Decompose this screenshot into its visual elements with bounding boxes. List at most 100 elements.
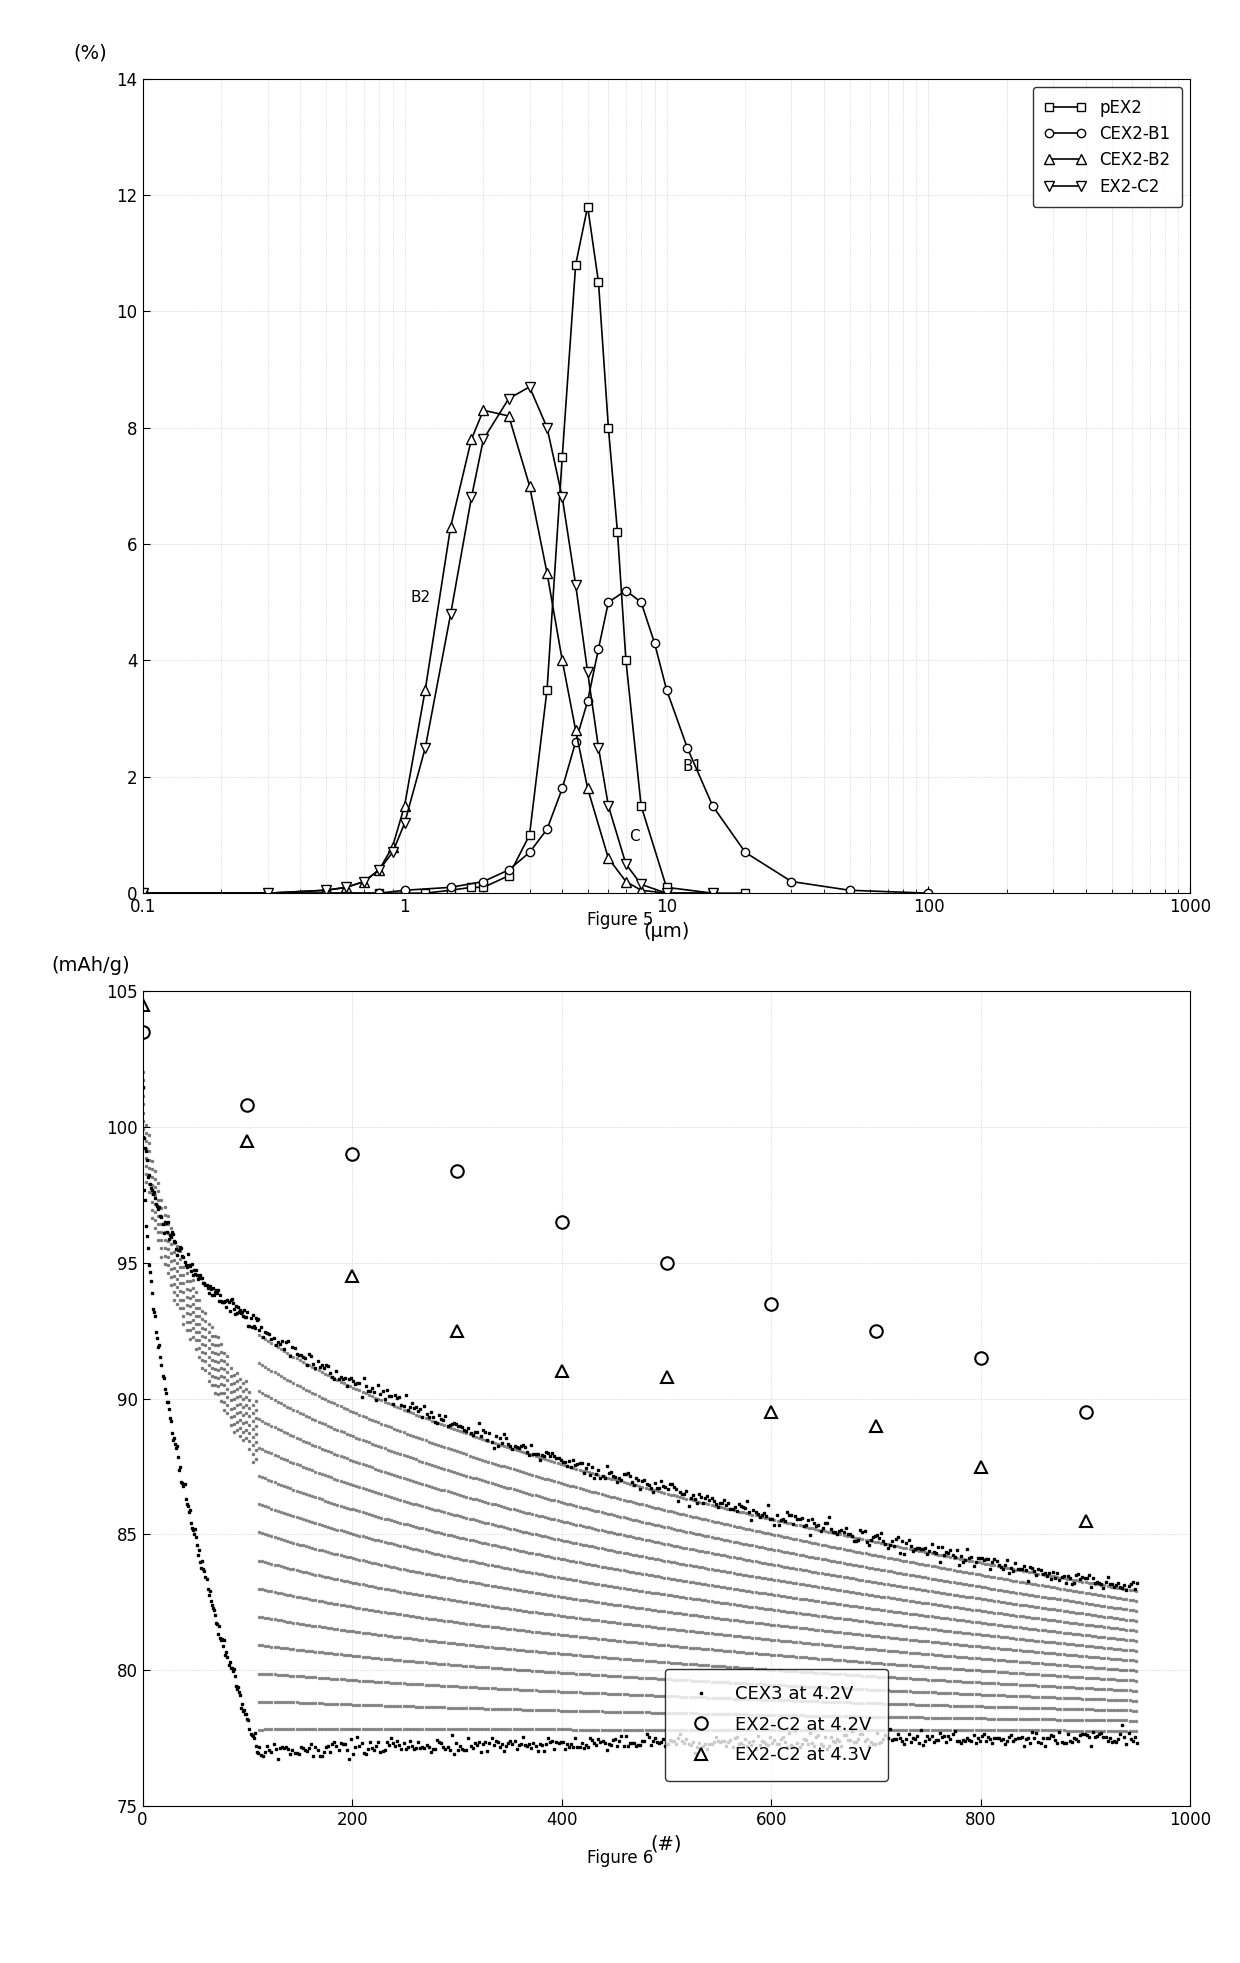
Line: CEX2-B1: CEX2-B1 <box>139 587 932 897</box>
CEX2-B1 <box>443 875 458 899</box>
CEX2-B1 <box>135 881 150 905</box>
CEX2-B2 <box>580 777 595 801</box>
CEX2-B2 <box>339 875 353 899</box>
EX2-C2 <box>397 811 412 834</box>
EX2-C2 <box>539 416 554 440</box>
CEX3 at 4.2V <box>188 1258 203 1282</box>
EX2-C2 <box>260 881 275 905</box>
EX2-C2 at 4.2V <box>973 1347 988 1370</box>
Text: B2: B2 <box>410 591 430 605</box>
pEX2 <box>397 881 412 905</box>
EX2-C2 at 4.2V <box>345 1142 360 1166</box>
EX2-C2 at 4.2V <box>1079 1400 1094 1423</box>
CEX2-B1 <box>501 858 516 881</box>
pEX2 <box>568 253 583 277</box>
EX2-C2 <box>443 603 458 626</box>
pEX2 <box>706 881 720 905</box>
CEX2-B1 <box>842 879 857 903</box>
CEX2-B1 <box>706 795 720 819</box>
EX2-C2 at 4.3V <box>868 1413 883 1437</box>
CEX2-B1 <box>580 689 595 713</box>
EX2-C2 at 4.2V <box>764 1292 779 1315</box>
CEX2-B2 <box>372 858 387 881</box>
CEX2-B2 <box>522 473 537 497</box>
CEX2-B1 <box>568 730 583 754</box>
pEX2 <box>443 879 458 903</box>
CEX2-B2 <box>319 879 334 903</box>
CEX3 at 4.2V <box>179 1252 193 1276</box>
EX2-C2 <box>339 875 353 899</box>
Legend: pEX2, CEX2-B1, CEX2-B2, EX2-C2: pEX2, CEX2-B1, CEX2-B2, EX2-C2 <box>1033 86 1182 208</box>
Line: pEX2: pEX2 <box>139 202 749 897</box>
pEX2 <box>539 677 554 701</box>
pEX2 <box>418 881 433 905</box>
EX2-C2 <box>372 858 387 881</box>
pEX2 <box>554 446 569 469</box>
Legend: CEX3 at 4.2V, EX2-C2 at 4.2V, EX2-C2 at 4.3V: CEX3 at 4.2V, EX2-C2 at 4.2V, EX2-C2 at … <box>665 1669 888 1780</box>
CEX3 at 4.2V <box>202 1274 217 1298</box>
CEX3 at 4.2V <box>247 1315 262 1339</box>
CEX2-B1 <box>619 579 634 603</box>
CEX2-B1 <box>784 870 799 893</box>
EX2-C2 at 4.3V <box>764 1400 779 1423</box>
Text: C: C <box>629 828 640 844</box>
CEX2-B1 <box>601 591 616 614</box>
EX2-C2 <box>319 879 334 903</box>
pEX2 <box>634 795 649 819</box>
X-axis label: (#): (#) <box>651 1833 682 1853</box>
CEX2-B1 <box>319 881 334 905</box>
CEX2-B2 <box>554 648 569 671</box>
pEX2 <box>580 194 595 218</box>
CEX2-B2 <box>357 870 372 893</box>
Y-axis label: (%): (%) <box>73 43 107 63</box>
EX2-C2 <box>580 660 595 683</box>
CEX2-B2 <box>619 870 634 893</box>
pEX2 <box>601 416 616 440</box>
EX2-C2 <box>591 736 606 760</box>
CEX2-B2 <box>706 881 720 905</box>
EX2-C2 at 4.2V <box>450 1158 465 1182</box>
CEX2-B1 <box>591 636 606 660</box>
CEX2-B1 <box>554 777 569 801</box>
pEX2 <box>135 881 150 905</box>
Line: EX2-C2: EX2-C2 <box>138 383 718 897</box>
CEX3 at 4.2V <box>135 1076 150 1099</box>
EX2-C2 at 4.2V <box>554 1211 569 1235</box>
pEX2 <box>372 881 387 905</box>
EX2-C2 <box>476 428 491 451</box>
EX2-C2 <box>418 736 433 760</box>
pEX2 <box>464 875 479 899</box>
CEX2-B2 <box>443 514 458 538</box>
CEX2-B1 <box>476 870 491 893</box>
Line: EX2-C2 at 4.2V: EX2-C2 at 4.2V <box>136 1027 1092 1419</box>
Line: EX2-C2 at 4.3V: EX2-C2 at 4.3V <box>136 999 1092 1527</box>
CEX2-B2 <box>501 404 516 428</box>
EX2-C2 <box>619 852 634 875</box>
EX2-C2 <box>386 840 401 864</box>
Text: Figure 5: Figure 5 <box>587 911 653 928</box>
EX2-C2 at 4.3V <box>554 1360 569 1384</box>
Text: B1: B1 <box>682 760 703 773</box>
EX2-C2 at 4.3V <box>973 1455 988 1478</box>
EX2-C2 at 4.3V <box>239 1129 255 1152</box>
CEX2-B2 <box>397 795 412 819</box>
EX2-C2 at 4.2V <box>135 1021 150 1044</box>
CEX2-B2 <box>634 879 649 903</box>
CEX2-B1 <box>634 591 649 614</box>
pEX2 <box>501 864 516 887</box>
CEX2-B1 <box>660 677 675 701</box>
CEX2-B2 <box>601 846 616 870</box>
EX2-C2 at 4.3V <box>345 1264 360 1288</box>
EX2-C2 <box>357 870 372 893</box>
EX2-C2 <box>135 881 150 905</box>
pEX2 <box>476 875 491 899</box>
CEX2-B1 <box>921 881 936 905</box>
EX2-C2 at 4.3V <box>135 993 150 1017</box>
EX2-C2 <box>464 485 479 508</box>
CEX2-B1 <box>372 881 387 905</box>
CEX2-B2 <box>386 834 401 858</box>
CEX2-B1 <box>738 840 753 864</box>
EX2-C2 <box>554 485 569 508</box>
EX2-C2 <box>706 881 720 905</box>
EX2-C2 at 4.3V <box>1079 1510 1094 1533</box>
